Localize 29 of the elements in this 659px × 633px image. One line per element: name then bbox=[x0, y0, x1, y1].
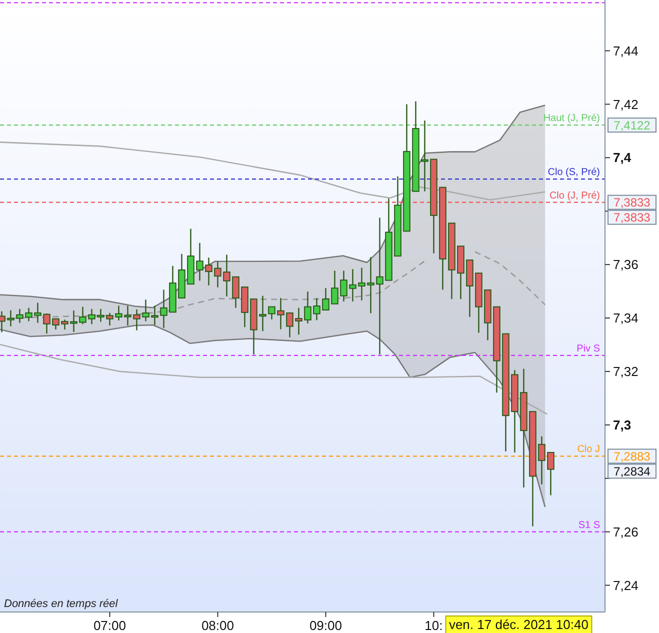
x-tick-label: 07:00 bbox=[93, 618, 126, 633]
ref-line-label: Piv S bbox=[576, 343, 600, 354]
x-tick-label: 09:00 bbox=[309, 618, 342, 633]
line-series bbox=[0, 142, 546, 201]
line-series bbox=[0, 324, 546, 508]
ref-line-label: Haut (J, Pré) bbox=[543, 113, 600, 124]
y-tick-label: 7,26 bbox=[613, 524, 638, 540]
y-tick-label: 7,36 bbox=[613, 257, 638, 272]
text: 7,4122 bbox=[614, 118, 651, 132]
x-tick-label: 10: bbox=[424, 618, 443, 633]
text: 7,2834 bbox=[614, 464, 651, 478]
y-tick-label: 7,34 bbox=[613, 310, 638, 326]
text: 7,3833 bbox=[614, 196, 651, 210]
y-tick-label: 7,24 bbox=[613, 578, 638, 593]
x-tick-label: 08:00 bbox=[201, 618, 234, 633]
ref-line-label: Clo J bbox=[577, 444, 600, 456]
y-tick-label: 7,42 bbox=[613, 96, 638, 112]
annotation: Données en temps réel bbox=[4, 598, 118, 610]
ref-line-label: Clo (S, Pré) bbox=[548, 167, 600, 178]
y-tick-label: 7,32 bbox=[613, 364, 638, 380]
y-tick-label: 7,44 bbox=[613, 43, 638, 58]
y-tick-label: 7,3 bbox=[613, 417, 632, 432]
text: 7,3833 bbox=[614, 210, 651, 225]
ref-line-label: S1 S bbox=[578, 520, 600, 531]
text: 7,2883 bbox=[614, 449, 651, 464]
line-series bbox=[0, 344, 548, 415]
y-tick-label: 7,4 bbox=[613, 150, 632, 166]
ref-line-label: Clo (J, Pré) bbox=[549, 190, 600, 202]
text: ven. 17 déc. 2021 10:40 bbox=[448, 617, 588, 632]
